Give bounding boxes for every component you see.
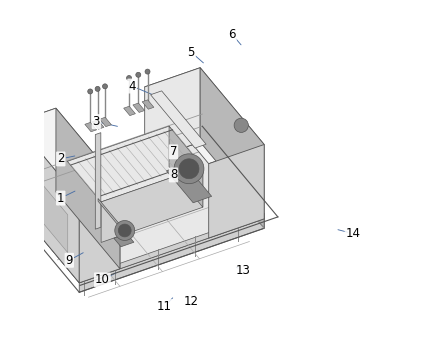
Polygon shape bbox=[85, 122, 97, 132]
Text: 4: 4 bbox=[128, 80, 136, 92]
Polygon shape bbox=[15, 108, 120, 199]
Polygon shape bbox=[200, 142, 264, 228]
Circle shape bbox=[118, 224, 131, 237]
Polygon shape bbox=[209, 145, 264, 238]
Circle shape bbox=[179, 159, 199, 179]
Text: 14: 14 bbox=[346, 227, 361, 240]
Polygon shape bbox=[56, 108, 120, 269]
Polygon shape bbox=[32, 172, 68, 253]
Polygon shape bbox=[92, 120, 104, 129]
Polygon shape bbox=[15, 201, 79, 283]
Text: 9: 9 bbox=[66, 254, 73, 267]
Text: 7: 7 bbox=[170, 145, 177, 158]
Polygon shape bbox=[200, 137, 264, 219]
Polygon shape bbox=[169, 126, 203, 207]
Circle shape bbox=[174, 154, 204, 184]
Circle shape bbox=[95, 86, 100, 91]
Polygon shape bbox=[15, 137, 200, 206]
Polygon shape bbox=[15, 108, 56, 206]
Text: 8: 8 bbox=[170, 169, 177, 181]
Polygon shape bbox=[145, 68, 200, 161]
Circle shape bbox=[102, 84, 108, 89]
Polygon shape bbox=[79, 185, 120, 283]
Circle shape bbox=[136, 72, 141, 77]
Text: 10: 10 bbox=[95, 273, 110, 286]
Polygon shape bbox=[167, 164, 212, 203]
Text: 6: 6 bbox=[229, 28, 236, 41]
Text: 12: 12 bbox=[184, 295, 199, 308]
Polygon shape bbox=[98, 198, 120, 228]
Text: 11: 11 bbox=[157, 300, 172, 313]
Polygon shape bbox=[145, 68, 264, 164]
Text: 5: 5 bbox=[187, 46, 195, 59]
Text: 13: 13 bbox=[235, 265, 250, 277]
Circle shape bbox=[88, 89, 93, 94]
Polygon shape bbox=[79, 213, 264, 283]
Polygon shape bbox=[151, 91, 206, 148]
Polygon shape bbox=[142, 100, 154, 109]
Polygon shape bbox=[133, 103, 145, 112]
Circle shape bbox=[234, 118, 249, 132]
Polygon shape bbox=[67, 126, 203, 202]
Polygon shape bbox=[200, 68, 264, 219]
Polygon shape bbox=[100, 117, 111, 127]
Polygon shape bbox=[95, 133, 101, 229]
Polygon shape bbox=[114, 234, 134, 247]
Polygon shape bbox=[124, 106, 136, 116]
Text: 2: 2 bbox=[57, 152, 65, 165]
Text: 3: 3 bbox=[93, 115, 100, 128]
Polygon shape bbox=[15, 142, 264, 283]
Polygon shape bbox=[101, 167, 203, 242]
Circle shape bbox=[145, 69, 150, 74]
Circle shape bbox=[115, 221, 135, 241]
Polygon shape bbox=[79, 219, 264, 292]
Polygon shape bbox=[15, 122, 79, 283]
Circle shape bbox=[127, 76, 132, 80]
Text: 1: 1 bbox=[57, 192, 65, 205]
